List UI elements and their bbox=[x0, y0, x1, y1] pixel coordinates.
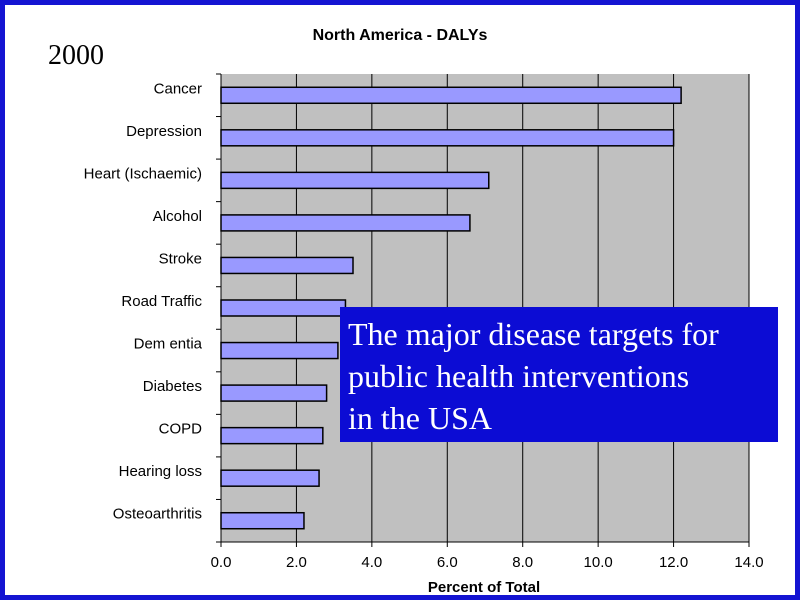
callout-line: The major disease targets for bbox=[348, 316, 719, 352]
bar bbox=[220, 129, 675, 147]
category-label: Depression bbox=[126, 123, 202, 140]
category-label: Osteoarthritis bbox=[113, 506, 202, 523]
category-label: Alcohol bbox=[153, 208, 202, 225]
callout-line: public health interventions bbox=[348, 358, 690, 394]
bars bbox=[220, 86, 682, 530]
bar bbox=[220, 86, 682, 105]
x-tick-labels: 0.0 2.0 4.0 6.0 8.0 10.0 12.0 14.0 bbox=[211, 542, 764, 571]
year-label: 2000 bbox=[48, 40, 104, 71]
x-tick-label: 4.0 bbox=[361, 554, 382, 571]
category-label: Hearing loss bbox=[119, 463, 202, 480]
x-tick-label: 10.0 bbox=[584, 554, 613, 571]
category-label: Heart (Ischaemic) bbox=[84, 165, 202, 182]
bar bbox=[220, 469, 320, 487]
callout-line: in the USA bbox=[348, 400, 492, 436]
bar bbox=[220, 384, 328, 402]
category-label: Stroke bbox=[159, 250, 202, 267]
category-label: Road Traffic bbox=[121, 293, 202, 310]
x-tick-label: 12.0 bbox=[659, 554, 688, 571]
category-label: Diabetes bbox=[143, 378, 202, 395]
bar bbox=[220, 426, 324, 445]
category-label: Cancer bbox=[154, 80, 202, 97]
x-tick-label: 2.0 bbox=[286, 554, 307, 571]
category-labels: Cancer Depression Heart (Ischaemic) Alcohol… bbox=[84, 73, 221, 543]
callout-box: The major disease targets for public hea… bbox=[340, 307, 778, 442]
bar bbox=[220, 256, 354, 275]
x-tick-label: 14.0 bbox=[734, 554, 763, 571]
bar bbox=[220, 299, 347, 317]
category-label: COPD bbox=[159, 421, 203, 438]
x-axis-label: Percent of Total bbox=[428, 579, 540, 596]
x-tick-label: 6.0 bbox=[437, 554, 458, 571]
x-tick-label: 0.0 bbox=[211, 554, 232, 571]
x-tick-label: 8.0 bbox=[512, 554, 533, 571]
bar bbox=[220, 171, 490, 190]
chart-title: North America - DALYs bbox=[313, 27, 488, 44]
bar bbox=[220, 341, 339, 360]
category-label: Dem entia bbox=[134, 336, 203, 353]
bar bbox=[220, 214, 471, 232]
bar bbox=[220, 511, 305, 530]
